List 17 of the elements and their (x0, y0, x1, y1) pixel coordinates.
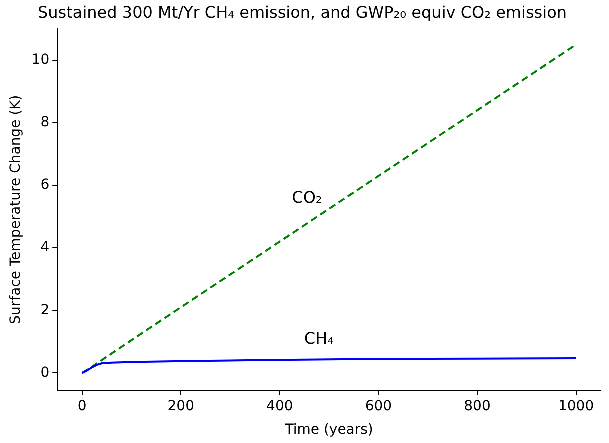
y-tick-label: 2 (40, 302, 50, 318)
y-tick-label: 4 (40, 240, 50, 256)
x-tick-label: 600 (365, 398, 392, 414)
x-tick-label: 0 (78, 398, 87, 414)
x-tick-label: 1000 (558, 398, 594, 414)
x-axis-title: Time (years) (284, 422, 374, 438)
y-tick-label: 6 (40, 177, 50, 194)
series-label: CO₂ (292, 188, 322, 207)
y-tick-label: 10 (32, 52, 50, 68)
x-tick-label: 200 (168, 398, 194, 414)
y-axis-title: Surface Temperature Change (K) (8, 95, 24, 324)
y-tick-label: 8 (40, 114, 50, 131)
series-label: CH₄ (304, 328, 334, 348)
chart-title: Sustained 300 Mt/Yr CH₄ emission, and GWP₂₀ equiv CO₂ emission (38, 2, 568, 22)
y-tick-label: 0 (40, 364, 50, 381)
x-tick-label: 400 (266, 398, 294, 414)
x-tick-label: 800 (464, 398, 491, 414)
